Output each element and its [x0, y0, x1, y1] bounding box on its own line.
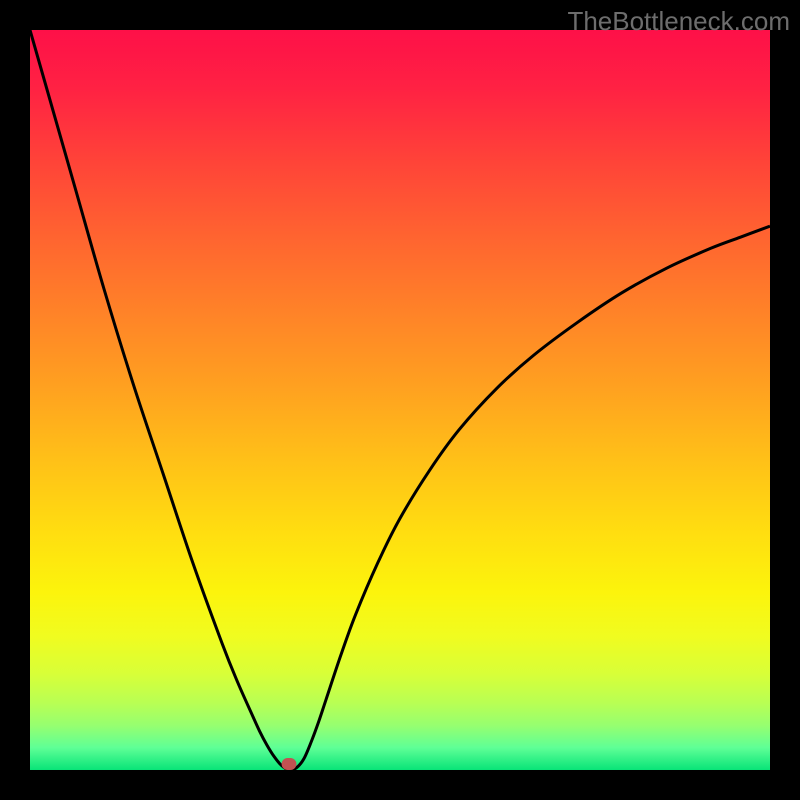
bottleneck-chart: [0, 0, 800, 800]
chart-container: TheBottleneck.com: [0, 0, 800, 800]
gradient-background: [30, 30, 770, 770]
watermark-text: TheBottleneck.com: [567, 6, 790, 37]
optimal-marker: [282, 758, 297, 770]
